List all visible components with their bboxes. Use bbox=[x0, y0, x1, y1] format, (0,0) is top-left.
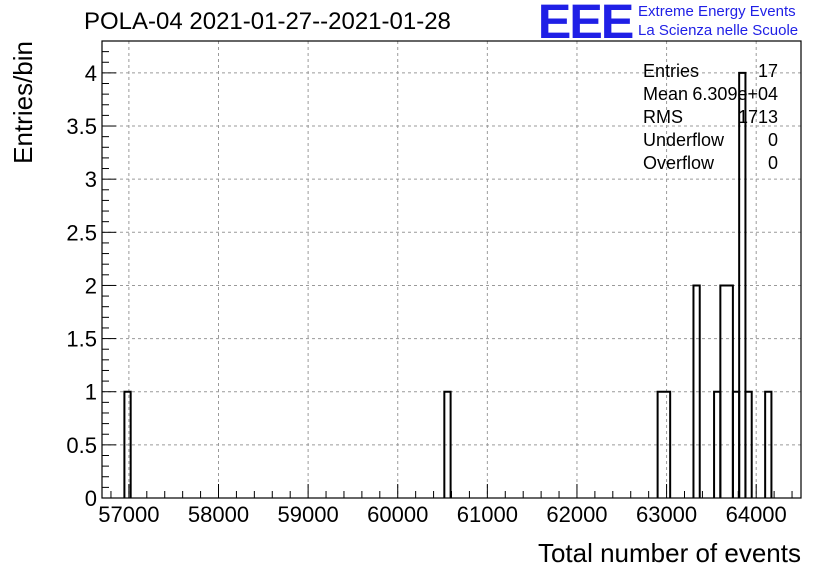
stats-value: 1713 bbox=[738, 107, 778, 127]
y-tick-label: 2 bbox=[85, 273, 97, 298]
histogram-bin bbox=[656, 390, 672, 498]
stats-value: 6.309e+04 bbox=[692, 84, 778, 104]
y-tick-label: 1.5 bbox=[66, 327, 97, 352]
y-tick-label: 1 bbox=[85, 380, 97, 405]
chart-title: POLA-04 2021-01-27--2021-01-28 bbox=[84, 8, 451, 35]
logo-line-1: Extreme Energy Events bbox=[638, 3, 796, 20]
y-axis-label: Entries/bin bbox=[8, 41, 38, 164]
y-tick-label: 3 bbox=[85, 167, 97, 192]
histogram-bin bbox=[123, 390, 132, 498]
x-tick-label: 58000 bbox=[188, 502, 249, 527]
histogram-bin bbox=[738, 71, 747, 498]
stats-label: Underflow bbox=[643, 130, 725, 150]
y-tick-label: 3.5 bbox=[66, 114, 97, 139]
x-tick-label: 61000 bbox=[457, 502, 518, 527]
x-tick-label: 62000 bbox=[546, 502, 607, 527]
histogram-bin bbox=[692, 284, 701, 498]
stats-value: 0 bbox=[768, 153, 778, 173]
stats-label: Overflow bbox=[643, 153, 715, 173]
logo-mark: EEE bbox=[537, 0, 635, 49]
x-tick-label: 63000 bbox=[636, 502, 697, 527]
stats-label: RMS bbox=[643, 107, 683, 127]
x-tick-label: 57000 bbox=[98, 502, 159, 527]
stats-value: 0 bbox=[768, 130, 778, 150]
logo-line-2: La Scienza nelle Scuole bbox=[638, 22, 799, 39]
stats-label: Mean bbox=[643, 84, 688, 104]
eee-logo: EEE Extreme Energy Events La Scienza nel… bbox=[537, 0, 798, 49]
histogram-bin bbox=[443, 390, 452, 498]
logo-text: Extreme Energy Events La Scienza nelle S… bbox=[638, 2, 798, 40]
y-tick-label: 0.5 bbox=[66, 433, 97, 458]
y-tick-label: 4 bbox=[85, 61, 97, 86]
y-tick-label: 0 bbox=[85, 486, 97, 511]
y-tick-label: 2.5 bbox=[66, 220, 97, 245]
stats-value: 17 bbox=[758, 61, 778, 81]
x-tick-label: 59000 bbox=[278, 502, 339, 527]
histogram-bin bbox=[744, 390, 753, 498]
x-axis-label: Total number of events bbox=[538, 538, 801, 568]
x-tick-label: 60000 bbox=[367, 502, 428, 527]
histogram-bin bbox=[764, 390, 773, 498]
x-tick-label: 64000 bbox=[726, 502, 787, 527]
stats-label: Entries bbox=[643, 61, 699, 81]
